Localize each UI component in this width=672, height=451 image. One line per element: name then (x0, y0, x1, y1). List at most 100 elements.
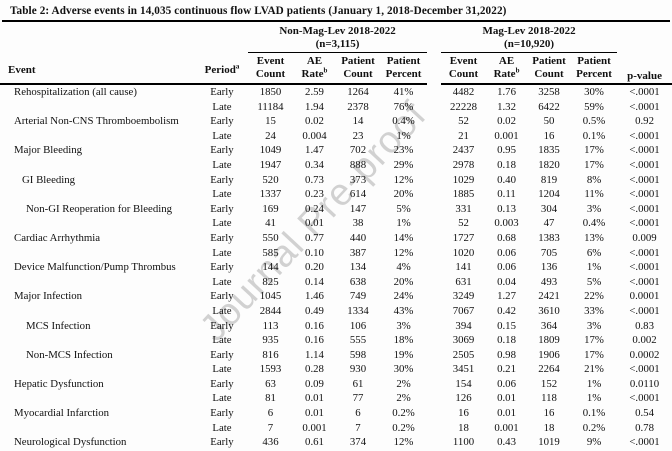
value-cell: 0.06 (497, 377, 516, 390)
value-cell: 0.49 (305, 304, 324, 317)
value-cell: 6422 (538, 100, 560, 113)
period-cell: Early (210, 436, 234, 449)
value-cell: 749 (349, 290, 367, 303)
value-cell: 6% (586, 246, 602, 259)
value-cell: 14 (352, 115, 364, 128)
event-cell: Non-GI Reoperation for Bleeding (26, 202, 173, 215)
event-cell: Hepatic Dysfunction (14, 377, 104, 390)
value-cell: 0.43 (497, 436, 516, 449)
value-cell: 3069 (452, 334, 475, 347)
value-cell: 0.09 (305, 377, 324, 390)
period-cell: Late (212, 100, 232, 113)
pvalue-cell: <.0001 (629, 188, 660, 201)
value-cell: 4482 (452, 86, 475, 98)
event-cell: Myocardial Infarction (14, 407, 110, 420)
event-cell: Neurological Dysfunction (14, 436, 127, 449)
spacer-cell (427, 158, 441, 173)
value-cell: 0.5% (582, 115, 606, 128)
value-cell: 12% (393, 173, 414, 186)
pvalue-cell: <.0001 (629, 202, 660, 215)
value-cell: 41 (265, 217, 276, 230)
table-row: Myocardial Infarction Early 6 0.01 6 0.2% 16 0.… (0, 406, 672, 421)
table-row: Late 825 0.14 638 20% 631 0.04 493 5% <.0001 (0, 275, 672, 290)
value-cell: 0.06 (497, 246, 516, 259)
value-cell: 364 (540, 319, 558, 332)
value-cell: 77 (352, 392, 364, 405)
event-cell (0, 216, 196, 231)
pvalue-cell: <.0001 (629, 129, 660, 142)
value-cell: 0.004 (302, 129, 327, 142)
event-cell (0, 275, 196, 290)
value-cell: 33% (584, 304, 604, 317)
value-cell: 0.1% (582, 129, 606, 142)
group-gap (427, 22, 441, 84)
spacer-cell (427, 84, 441, 100)
spacer-cell (427, 304, 441, 319)
value-cell: 2844 (259, 304, 282, 317)
value-cell: 0.16 (305, 319, 324, 332)
pvalue-cell: <.0001 (629, 173, 660, 186)
value-cell: 18% (393, 334, 414, 347)
value-cell: 2% (396, 377, 411, 390)
value-cell: 825 (262, 275, 279, 288)
value-cell: 1.46 (305, 290, 324, 303)
group-header-non-mag-lev: Non-Mag-Lev 2018-2022 (n=3,115) (248, 22, 428, 53)
value-cell: 394 (455, 319, 472, 332)
value-cell: 0.42 (497, 304, 516, 317)
period-cell: Early (210, 290, 234, 303)
value-cell: 2% (396, 392, 411, 405)
table-row: Non-MCS Infection Early 816 1.14 598 19% 2505 0… (0, 348, 672, 363)
value-cell: 1337 (259, 188, 282, 201)
value-cell: 61 (352, 377, 364, 390)
value-cell: 1809 (538, 334, 560, 347)
value-cell: 141 (455, 261, 472, 274)
value-cell: 126 (455, 392, 472, 405)
value-cell: 0.98 (497, 348, 516, 361)
value-cell: 7 (267, 421, 274, 434)
table-row: Late 585 0.10 387 12% 1020 0.06 705 6% <.0001 (0, 246, 672, 261)
event-cell (0, 304, 196, 319)
value-cell: 1334 (347, 304, 369, 317)
table-row: Late 935 0.16 555 18% 3069 0.18 1809 17% 0.002 (0, 333, 672, 348)
value-cell: 0.16 (305, 334, 324, 347)
event-cell: Major Infection (14, 290, 83, 303)
value-cell: 2978 (452, 158, 475, 171)
pvalue-cell: <.0001 (629, 392, 660, 405)
value-cell: 41% (393, 86, 414, 98)
pvalue-cell: <.0001 (629, 261, 660, 274)
spacer-cell (427, 289, 441, 304)
value-cell: 1% (396, 217, 411, 230)
spacer-cell (427, 333, 441, 348)
table-row: Arterial Non-CNS Thromboembolism Early 15 0… (0, 114, 672, 129)
value-cell: 0.2% (392, 407, 415, 420)
value-cell: 1264 (347, 86, 369, 98)
value-cell: 1% (396, 129, 411, 142)
period-cell: Late (212, 246, 232, 259)
value-cell: 22228 (450, 100, 478, 113)
value-cell: 1% (586, 392, 602, 405)
spacer-cell (427, 260, 441, 275)
value-cell: 24 (265, 129, 276, 142)
spacer-cell (427, 362, 441, 377)
value-cell: 0.61 (305, 436, 324, 449)
value-cell: 0.73 (305, 173, 324, 186)
value-cell: 0.34 (305, 158, 324, 171)
spacer-cell (427, 406, 441, 421)
value-cell: 21% (584, 363, 604, 376)
value-cell: 493 (540, 275, 558, 288)
value-cell: 1019 (538, 436, 560, 449)
value-cell: 1.47 (305, 144, 324, 157)
spacer-cell (427, 129, 441, 144)
value-cell: 705 (540, 246, 558, 259)
value-cell: 0.21 (497, 363, 516, 376)
value-cell: 5% (396, 202, 411, 215)
pvalue-cell: <.0001 (629, 436, 660, 449)
event-cell: Arterial Non-CNS Thromboembolism (14, 115, 179, 128)
period-cell: Late (212, 158, 232, 171)
adverse-events-table: Event Perioda Non-Mag-Lev 2018-2022 (n=3… (0, 22, 672, 450)
period-cell: Late (212, 275, 232, 288)
value-cell: 631 (455, 275, 472, 288)
table-row: Device Malfunction/Pump Thrombus Early 144… (0, 260, 672, 275)
spacer-cell (427, 231, 441, 246)
